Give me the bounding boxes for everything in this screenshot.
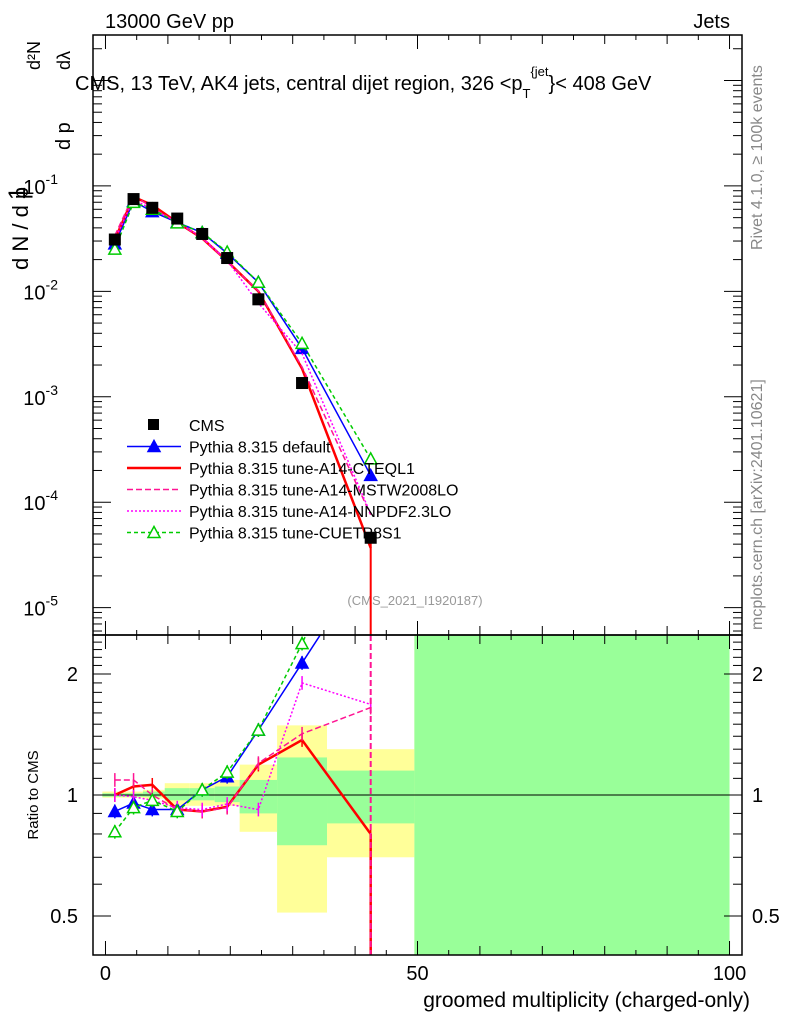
- ratio-point: [294, 655, 310, 669]
- ratio-point: [107, 803, 123, 818]
- series-line-2: [114, 194, 372, 516]
- header-left: 13000 GeV pp: [105, 11, 234, 33]
- legend-label: Pythia 8.315 default: [189, 440, 331, 457]
- title-sup: {jet: [530, 64, 548, 79]
- series-point: [251, 274, 266, 289]
- title-main: CMS, 13 TeV, AK4 jets, central dijet reg…: [75, 73, 523, 95]
- y-tick-label: 10-4: [23, 487, 58, 515]
- y-tick-base: 10: [23, 599, 45, 621]
- rivet-label: Rivet 4.1.0, ≥ 100k events: [749, 65, 766, 250]
- ratio-tick-label-right: 2: [752, 664, 763, 686]
- data-point: [252, 293, 265, 306]
- data-point: [221, 252, 234, 265]
- analysis-label: (CMS_2021_I1920187): [347, 593, 482, 608]
- y-tick-exponent: -2: [46, 276, 59, 292]
- series-point: [363, 467, 378, 482]
- legend-label: Pythia 8.315 tune-CUETP8S1: [189, 526, 402, 543]
- y-tick-label: 10-5: [23, 593, 58, 621]
- series-line-0: [114, 200, 372, 476]
- legend-label: Pythia 8.315 tune-A14-MSTW2008LO: [189, 483, 458, 500]
- legend-label: Pythia 8.315 tune-A14-CTEQL1: [189, 461, 415, 478]
- ratio-point: [145, 801, 160, 816]
- ratio-tick-label-right: 0.5: [752, 906, 780, 928]
- ylabel-dpt: d p: [53, 122, 75, 150]
- data-point: [127, 193, 140, 206]
- data-point: [146, 201, 159, 214]
- ratio-point: [251, 722, 266, 736]
- ratio-tick-label-right: 1: [752, 785, 763, 807]
- y-tick-base: 10: [23, 493, 45, 515]
- legend-marker: [146, 524, 162, 539]
- series-line-3: [114, 198, 372, 515]
- ratio-point: [126, 800, 141, 814]
- data-point: [296, 377, 309, 390]
- ratio-point: [294, 636, 310, 650]
- legend-label: Pythia 8.315 tune-A14-NNPDF2.3LO: [189, 504, 451, 521]
- data-point: [171, 212, 184, 225]
- y-tick-label: 10-3: [23, 382, 58, 410]
- ratio-tick-label: 1: [67, 785, 78, 807]
- y-tick-base: 10: [23, 177, 45, 199]
- legend-marker: [148, 419, 159, 430]
- title-sub: T: [523, 86, 531, 101]
- x-tick-label: 100: [713, 963, 746, 985]
- stat-band-bin: [164, 788, 190, 801]
- x-axis-label: groomed multiplicity (charged-only): [423, 989, 750, 1012]
- stat-band-bin: [277, 757, 328, 846]
- y-axis-label: d N / d p 1 d p d²N dλ: [4, 41, 75, 270]
- legend-marker: [146, 438, 162, 453]
- ylabel-one: 1: [4, 187, 31, 200]
- ratio-y-label: Ratio to CMS: [25, 750, 42, 839]
- y-tick-exponent: -1: [46, 171, 59, 187]
- data-point: [108, 233, 121, 246]
- y-tick-exponent: -5: [46, 593, 59, 609]
- data-point: [196, 227, 209, 240]
- x-tick-label: 0: [100, 963, 111, 985]
- mcplots-label: mcplots.cern.ch [arXiv:2401.10621]: [749, 379, 766, 630]
- ratio-point: [194, 782, 210, 796]
- series-point: [294, 335, 310, 350]
- series-line-4: [114, 201, 372, 460]
- x-tick-label: 50: [406, 963, 428, 985]
- legend-label: CMS: [189, 418, 225, 435]
- ratio-line-4: [114, 635, 307, 833]
- series-point: [363, 451, 378, 465]
- ylabel-dlambda: dλ: [54, 51, 74, 70]
- chart-title: CMS, 13 TeV, AK4 jets, central dijet reg…: [75, 64, 652, 101]
- ratio-tick-label: 0.5: [50, 906, 78, 928]
- ratio-point: [169, 803, 185, 818]
- ylabel-denominator: d N / d p: [8, 187, 33, 270]
- title-end: }< 408 GeV: [549, 73, 653, 95]
- data-point: [364, 531, 377, 544]
- y-tick-exponent: -3: [46, 382, 59, 398]
- ratio-tick-label: 2: [67, 664, 78, 686]
- ratio-point: [107, 824, 123, 838]
- y-tick-label: 10-1: [23, 171, 58, 199]
- ratio-point: [219, 764, 235, 778]
- main-frame: [92, 34, 743, 636]
- y-tick-label: 10-2: [23, 276, 58, 304]
- y-tick-exponent: -4: [46, 487, 59, 503]
- y-tick-base: 10: [23, 282, 45, 304]
- header-right: Jets: [693, 11, 730, 33]
- y-tick-base: 10: [23, 388, 45, 410]
- stat-band-bin: [142, 791, 165, 797]
- ratio-line-2: [114, 706, 371, 813]
- ylabel-d2n: d²N: [24, 41, 44, 70]
- series-point: [107, 241, 123, 255]
- ratio-point: [145, 792, 160, 807]
